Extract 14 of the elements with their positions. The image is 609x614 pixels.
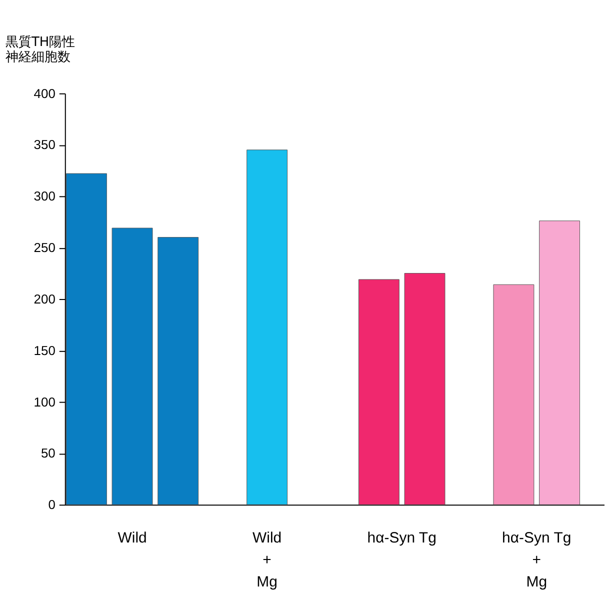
x-tick-label: hα-Syn Tg + Mg [502, 530, 572, 591]
y-tick-label: 150 [34, 342, 56, 358]
y-tick-label: 400 [34, 86, 56, 101]
x-tick-label: Wild [118, 530, 147, 547]
y-tick-label: 250 [34, 240, 56, 256]
y-tick-label: 100 [34, 394, 56, 410]
y-axis-title: 黒質TH陽性神経細胞数 [5, 34, 76, 65]
x-tick-label: hα-Syn Tg [367, 530, 436, 547]
x-tick-label: Wild + Mg [252, 530, 282, 591]
y-tick-label: 300 [34, 188, 56, 204]
y-tick-label: 200 [34, 291, 56, 306]
y-tick-label: 50 [40, 446, 56, 461]
y-tick-label: 0 [48, 497, 56, 512]
y-tick-label: 350 [34, 137, 56, 152]
